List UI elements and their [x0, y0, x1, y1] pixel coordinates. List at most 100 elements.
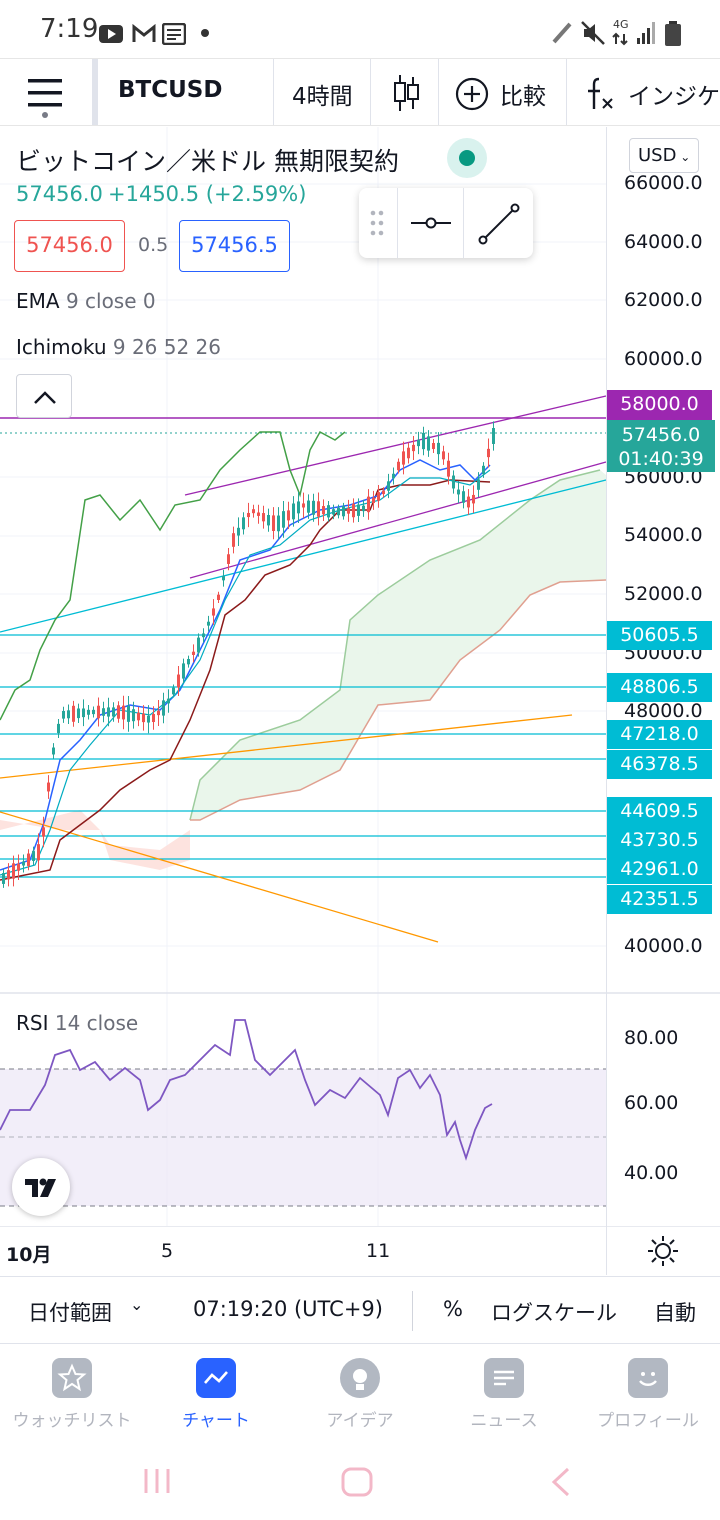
ema-legend[interactable]: EMA 9 close 0 — [16, 289, 156, 313]
auto-scale-toggle[interactable]: 自動 — [654, 1301, 696, 1325]
rsi-tick[interactable]: 40.00 — [624, 1162, 679, 1184]
symbol-button[interactable]: BTCUSD — [118, 77, 223, 103]
level-badge[interactable]: 46378.5 — [607, 750, 712, 779]
candle-body — [192, 651, 195, 655]
price-tick[interactable]: 64000.0 — [624, 231, 703, 253]
symbol-title[interactable]: ビットコイン／米ドル 無期限契約 — [16, 147, 399, 176]
price-tick[interactable]: 62000.0 — [624, 289, 703, 311]
mute-icon — [581, 21, 605, 45]
candle-body — [237, 527, 240, 536]
trendline-orange-down[interactable] — [0, 811, 439, 943]
price-axis-border — [606, 127, 607, 1275]
candle-body — [97, 705, 100, 719]
level-badge[interactable]: 50605.5 — [607, 621, 712, 650]
log-scale-toggle[interactable]: ログスケール — [491, 1301, 617, 1325]
candle-body — [272, 515, 275, 531]
nav-watchlist[interactable]: ウォッチリスト — [0, 1344, 144, 1444]
candle-body — [222, 576, 225, 581]
level-badge[interactable]: 48806.5 — [607, 673, 712, 702]
price-tick[interactable]: 48000.0 — [624, 700, 703, 722]
candle-body — [152, 713, 155, 723]
percent-toggle[interactable]: % — [443, 1297, 463, 1321]
interval-button[interactable]: 4時間 — [292, 84, 353, 110]
rsi-tick[interactable]: 60.00 — [624, 1092, 679, 1114]
horizontal-ray-icon[interactable] — [409, 208, 453, 238]
price-tick[interactable]: 52000.0 — [624, 583, 703, 605]
candle-body — [37, 844, 40, 861]
candle-body — [147, 715, 150, 723]
buy-button[interactable]: 57456.5 — [179, 220, 290, 272]
candle-body — [277, 515, 280, 532]
lightbulb-icon — [340, 1358, 380, 1398]
chikou-span-line — [0, 430, 346, 721]
channel-upper[interactable] — [184, 395, 607, 496]
indicators-button[interactable]: インジケ — [628, 84, 720, 110]
nav-chart[interactable]: チャート — [144, 1344, 288, 1444]
clock-label[interactable]: 07:19:20 (UTC+9) — [193, 1297, 383, 1321]
candle-body — [62, 710, 65, 719]
date-range-button[interactable]: 日付範囲 — [28, 1301, 112, 1325]
level-badge[interactable]: 43730.5 — [607, 826, 712, 855]
candle-body — [227, 554, 230, 564]
price-tick[interactable]: 54000.0 — [624, 524, 703, 546]
channel-lower[interactable] — [189, 461, 607, 579]
candle-body — [27, 853, 30, 866]
rsi-tick[interactable]: 80.00 — [624, 1027, 679, 1049]
ichimoku-legend[interactable]: Ichimoku 9 26 52 26 — [16, 335, 221, 359]
back-icon[interactable] — [548, 1466, 574, 1498]
candle-body — [337, 507, 340, 516]
candles[interactable] — [2, 421, 495, 888]
price-tick[interactable]: 66000.0 — [624, 172, 703, 194]
candle-body — [427, 436, 430, 451]
toolbar-divider — [92, 59, 98, 125]
trendline-cyan[interactable] — [0, 479, 607, 633]
toolbar-separator — [273, 59, 274, 125]
time-tick[interactable]: 10月 — [6, 1244, 52, 1266]
candle-body — [407, 447, 410, 459]
home-icon[interactable] — [340, 1466, 376, 1498]
candle-body — [167, 698, 170, 704]
sell-button[interactable]: 57456.0 — [14, 220, 125, 272]
price-tick[interactable]: 60000.0 — [624, 348, 703, 370]
level-badge[interactable]: 42961.0 — [607, 855, 712, 884]
compare-button[interactable]: 比較 — [500, 84, 546, 110]
candle-style-icon[interactable] — [392, 73, 420, 113]
pen-icon — [552, 22, 572, 44]
tradingview-logo[interactable] — [12, 1158, 70, 1216]
time-tick[interactable]: 5 — [161, 1240, 174, 1262]
candle-body — [382, 490, 385, 495]
candle-body — [87, 709, 90, 715]
alert-price-badge[interactable]: 58000.0 — [607, 390, 712, 420]
news-icon — [484, 1358, 524, 1398]
level-badge[interactable]: 47218.0 — [607, 720, 712, 749]
settings-sun-icon[interactable] — [647, 1235, 679, 1267]
trend-line-icon[interactable] — [477, 202, 521, 246]
time-tick[interactable]: 11 — [366, 1240, 391, 1262]
indicator-fx-icon[interactable] — [585, 75, 617, 113]
candle-body — [132, 709, 135, 722]
level-badge[interactable]: 42351.5 — [607, 885, 712, 914]
menu-icon[interactable] — [28, 77, 64, 109]
nav-profile[interactable]: プロフィール — [576, 1344, 720, 1444]
price-tick[interactable]: 40000.0 — [624, 935, 703, 957]
trendline-orange-up[interactable] — [0, 714, 573, 779]
price-chart[interactable] — [0, 127, 720, 1227]
compare-plus-icon[interactable] — [455, 77, 489, 111]
drag-handle-icon[interactable] — [367, 208, 387, 238]
horizontal-levels[interactable] — [0, 634, 606, 878]
candle-body — [297, 501, 300, 514]
market-status-icon[interactable] — [447, 138, 487, 178]
candle-body — [47, 782, 50, 792]
collapse-legend-button[interactable] — [16, 374, 72, 418]
nav-news[interactable]: ニュース — [432, 1344, 576, 1444]
currency-button[interactable]: USD ⌄ — [629, 138, 699, 173]
candle-body — [422, 432, 425, 450]
recent-apps-icon[interactable] — [140, 1466, 174, 1496]
nav-label: アイデア — [326, 1411, 394, 1431]
rsi-legend[interactable]: RSI 14 close — [16, 1011, 138, 1035]
toolbar-separator — [463, 188, 464, 258]
youtube-icon — [99, 25, 123, 43]
candle-body — [367, 496, 370, 513]
level-badge[interactable]: 44609.5 — [607, 797, 712, 826]
nav-ideas[interactable]: アイデア — [288, 1344, 432, 1444]
